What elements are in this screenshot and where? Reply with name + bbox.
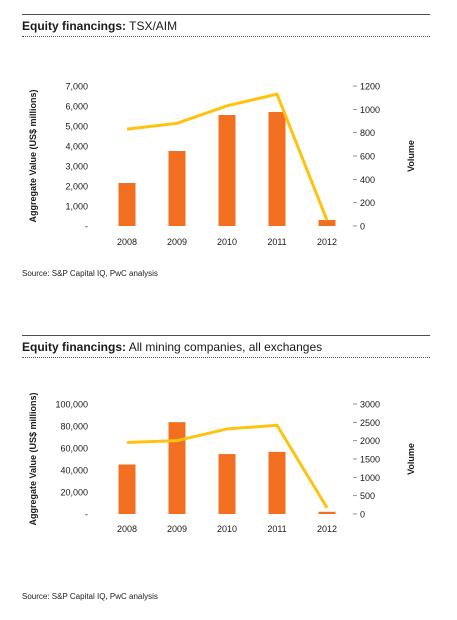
y2-tick-label: 2500 (360, 418, 380, 428)
x-tick-label: 2010 (217, 237, 237, 247)
x-tick-label: 2012 (317, 237, 337, 247)
top-rule (22, 14, 430, 15)
y-tick-label: 4,000 (65, 142, 88, 152)
bar (218, 454, 236, 514)
y2-tick-label: 400 (360, 175, 375, 185)
bar (168, 422, 186, 514)
y2-tick-label: 0 (360, 510, 365, 520)
dotted-rule (22, 357, 430, 358)
chart-title: Equity financings: All mining companies,… (22, 340, 322, 354)
y-axis-title: Aggregate Value (US$ millions) (28, 89, 38, 222)
bar (168, 151, 186, 226)
y2-tick-label: 1500 (360, 455, 380, 465)
y2-tick-label: 0 (360, 222, 365, 232)
combo-chart-all-mining: - 20,000 40,000 60,000 80,000 100,000 0 500 1000… (28, 392, 416, 534)
top-rule (22, 335, 430, 336)
source-note: Source: S&P Capital IQ, PwC analysis (22, 269, 158, 278)
y2-tick-label: 500 (360, 491, 375, 501)
y-tick-label: 5,000 (65, 122, 88, 132)
volume-line (126, 423, 329, 509)
x-tick-label: 2009 (167, 237, 187, 247)
y-tick-label: 7,000 (65, 82, 88, 92)
y-tick-label: 6,000 (65, 102, 88, 112)
y2-tick-label: 2000 (360, 436, 380, 446)
y-tick-label: 1,000 (65, 202, 88, 212)
volume-line (126, 92, 329, 221)
y-tick-label: - (85, 510, 88, 520)
y2-axis-title: Volume (406, 140, 416, 172)
chart-panel-tsx-aim: Equity financings: TSX/AIM - 1,000 2,000 3,… (0, 0, 457, 300)
chart-panel-all-mining: Equity financings: All mining companies,… (0, 330, 457, 620)
y-tick-label: 3,000 (65, 162, 88, 172)
x-tick-label: 2010 (217, 524, 237, 534)
chart-title-bold: Equity financings: (22, 340, 127, 354)
x-tick-label: 2008 (117, 237, 137, 247)
y-tick-label: 20,000 (60, 488, 88, 498)
y2-tick-label: 600 (360, 152, 375, 162)
x-tick-label: 2008 (117, 524, 137, 534)
y-tick-label: 2,000 (65, 182, 88, 192)
bar (318, 220, 336, 226)
bar (118, 464, 136, 514)
bar (318, 511, 336, 514)
y2-tick-label: 200 (360, 198, 375, 208)
y2-tick-label: 1200 (360, 82, 380, 92)
chart-title-rest: All mining companies, all exchanges (126, 340, 323, 354)
y2-tick-label: 3000 (360, 400, 380, 410)
chart-title-bold: Equity financings: (22, 19, 127, 33)
x-tick-label: 2009 (167, 524, 187, 534)
x-tick-label: 2012 (317, 524, 337, 534)
y2-tick-label: 800 (360, 128, 375, 138)
y-axis-title: Aggregate Value (US$ millions) (28, 392, 38, 525)
y-tick-label: - (85, 222, 88, 232)
y2-axis-title: Volume (406, 443, 416, 475)
y-tick-label: 60,000 (60, 444, 88, 454)
dotted-rule (22, 36, 430, 37)
bar (118, 183, 136, 226)
combo-chart-tsx-aim: - 1,000 2,000 3,000 4,000 5,000 6,000 7,000 0 200… (28, 82, 416, 248)
x-tick-label: 2011 (267, 237, 286, 247)
y-tick-label: 100,000 (55, 400, 88, 410)
chart-title: Equity financings: TSX/AIM (22, 19, 177, 33)
y2-tick-label: 1000 (360, 105, 380, 115)
y-tick-label: 80,000 (60, 422, 88, 432)
bar (268, 451, 286, 514)
y-tick-label: 40,000 (60, 466, 88, 476)
x-tick-label: 2011 (267, 524, 286, 534)
y2-tick-label: 1000 (360, 473, 380, 483)
chart-title-rest: TSX/AIM (126, 19, 178, 33)
bar (218, 115, 236, 226)
source-note: Source: S&P Capital IQ, PwC analysis (22, 592, 158, 601)
bar (268, 112, 286, 226)
